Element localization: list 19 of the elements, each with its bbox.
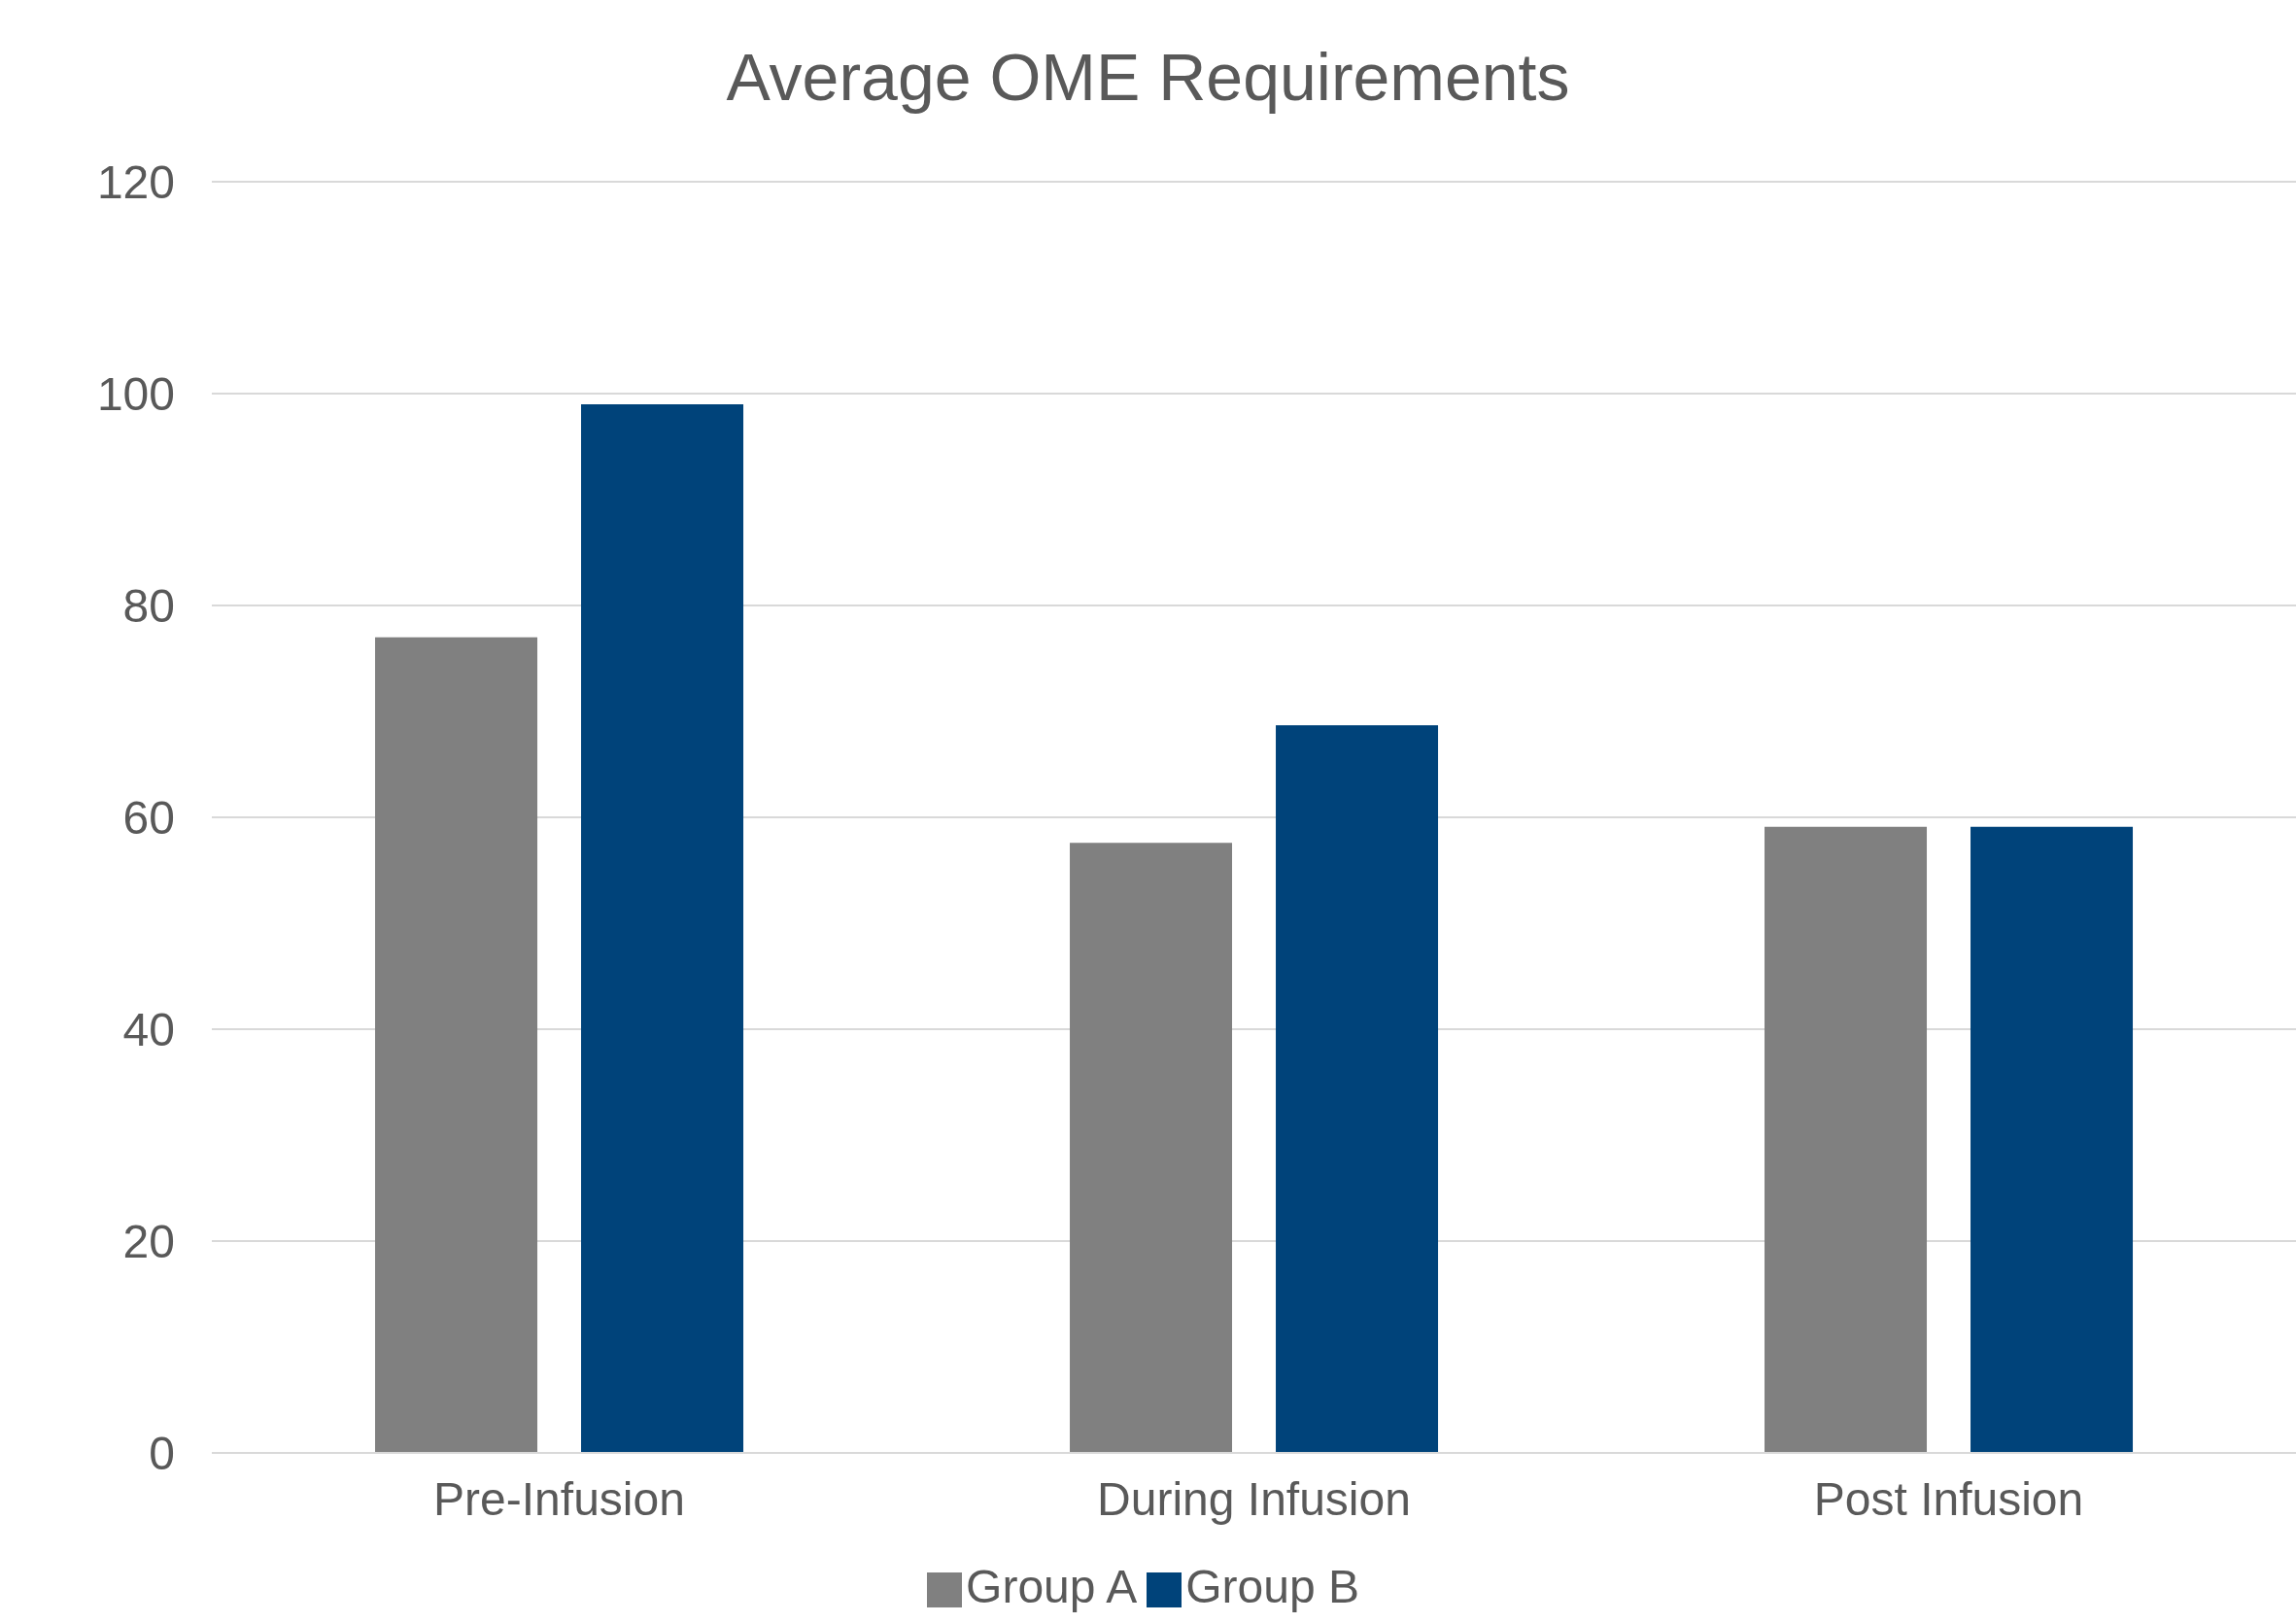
bar <box>1765 826 1928 1453</box>
y-tick-label: 60 <box>122 792 175 845</box>
bar <box>581 403 744 1453</box>
legend-label: Group A <box>966 1561 1138 1612</box>
bar <box>375 637 538 1453</box>
y-tick-label: 0 <box>149 1428 175 1480</box>
chart-title: Average OME Requirements <box>725 39 1571 115</box>
y-tick-label: 40 <box>122 1004 175 1056</box>
legend-label: Group B <box>1185 1561 1359 1612</box>
y-tick-label: 20 <box>122 1216 175 1268</box>
bar <box>1970 826 2134 1453</box>
y-tick-label: 120 <box>96 156 175 209</box>
bar <box>1276 725 1439 1453</box>
y-tick-label: 100 <box>96 368 175 421</box>
bar <box>1070 843 1233 1453</box>
x-tick-label: Post Infusion <box>1813 1473 2084 1526</box>
y-tick-label: 80 <box>122 580 175 633</box>
x-tick-label: During Infusion <box>1097 1473 1411 1526</box>
x-tick-label: Pre-Infusion <box>433 1473 685 1526</box>
